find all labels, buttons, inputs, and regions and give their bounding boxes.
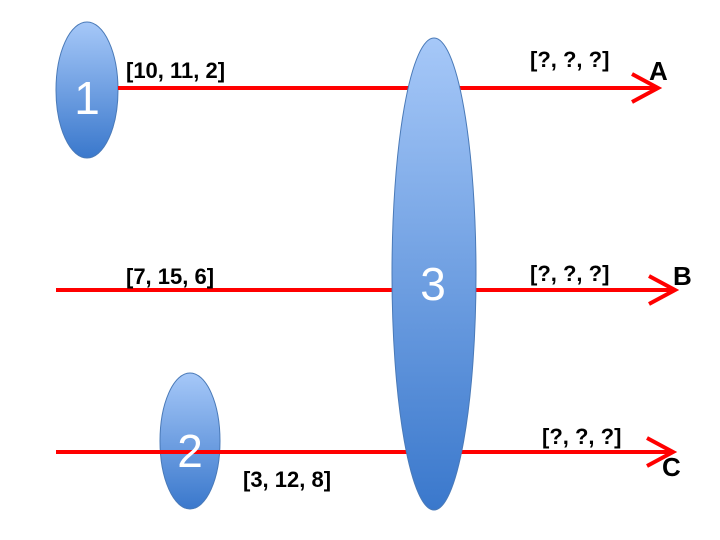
node-3-label: 3 (420, 258, 446, 310)
arrow-c (56, 436, 678, 468)
arrow-b (56, 274, 680, 306)
vector-a-out: [?, ?, ?] (530, 47, 609, 72)
node-3 (391, 37, 477, 511)
output-a-label: A (649, 56, 668, 86)
node-1-label: 1 (74, 72, 100, 124)
vector-b-out: [?, ?, ?] (530, 261, 609, 286)
vector-c-in: [3, 12, 8] (243, 467, 331, 492)
vector-a-in: [10, 11, 2] (126, 58, 225, 83)
arrow-a (118, 72, 663, 104)
vector-b-in: [7, 15, 6] (126, 264, 214, 289)
node-2 (159, 372, 221, 510)
output-b-label: B (673, 261, 692, 291)
vector-c-out: [?, ?, ?] (542, 424, 621, 449)
output-c-label: C (662, 452, 681, 482)
node-2-label: 2 (177, 425, 203, 477)
